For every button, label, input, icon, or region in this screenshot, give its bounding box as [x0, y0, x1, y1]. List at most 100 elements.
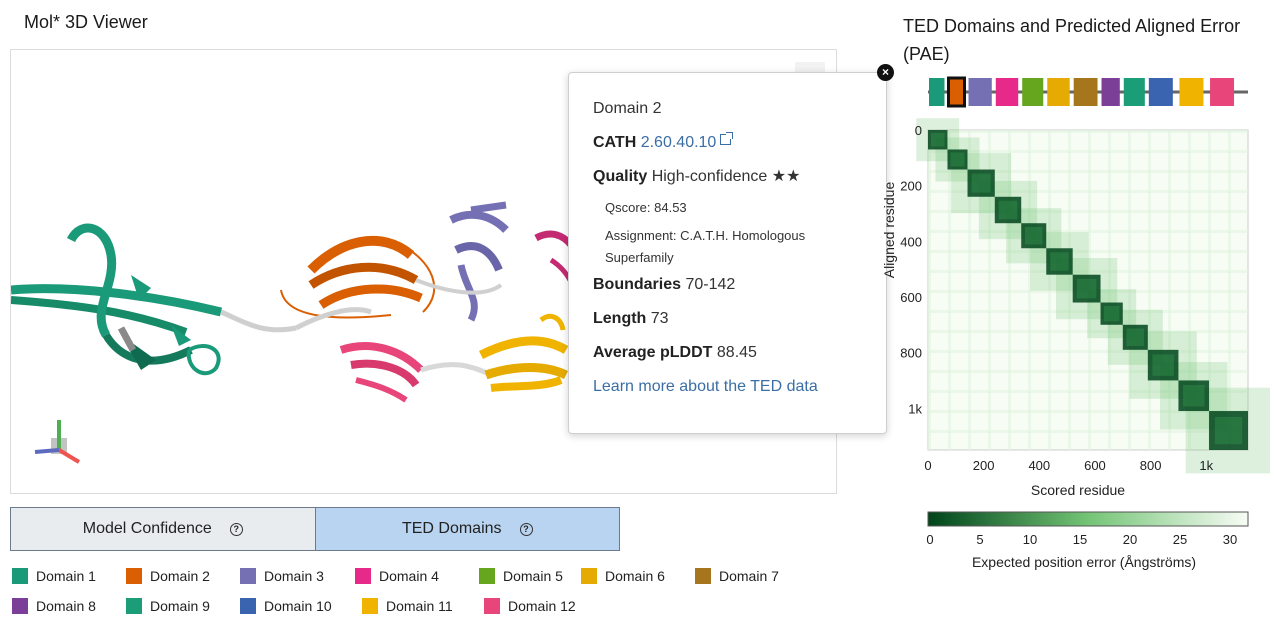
popup-boundaries-row: Boundaries 70-142 — [593, 275, 862, 295]
y-tick-label: 400 — [900, 234, 922, 249]
pae-texture-column — [1108, 130, 1111, 450]
y-tick-label: 600 — [900, 290, 922, 305]
pae-domain-block-inner — [971, 173, 991, 193]
pae-domain-block-inner — [1050, 252, 1069, 271]
legend-label: Domain 9 — [150, 598, 210, 614]
pae-texture-row — [928, 350, 1248, 353]
legend-label: Domain 10 — [264, 598, 332, 614]
legend-label: Domain 5 — [503, 568, 563, 584]
domain-track-segment — [1101, 78, 1120, 106]
legend-item: Domain 11 — [362, 598, 453, 614]
y-tick-label: 0 — [915, 123, 922, 138]
domain-track-segment — [929, 78, 945, 106]
colorbar-tick-label: 15 — [1073, 532, 1087, 547]
pae-texture-column — [1188, 130, 1191, 450]
assignment-text-line1: Assignment: C.A.T.H. Homologous — [605, 228, 806, 243]
legend-item: Domain 9 — [126, 598, 210, 614]
cath-link[interactable]: 2.60.40.10 — [640, 134, 717, 151]
pae-texture-row — [928, 310, 1248, 313]
protein-structure-render[interactable] — [11, 50, 837, 494]
legend-label: Domain 4 — [379, 568, 439, 584]
colorbar-tick-label: 5 — [976, 532, 983, 547]
domain-track-segment — [1022, 78, 1044, 106]
assignment-text-line2: Superfamily — [605, 250, 674, 265]
plddt-label: Average pLDDT — [593, 344, 713, 361]
legend-item: Domain 3 — [240, 568, 324, 584]
tab-ted-domains-label: TED Domains — [401, 520, 502, 537]
colorbar-label: Expected position error (Ångströms) — [972, 554, 1196, 570]
legend-swatch — [240, 568, 256, 584]
legend-item: Domain 2 — [126, 568, 210, 584]
domain-track-segment — [1123, 78, 1145, 106]
x-tick-label: 1k — [1199, 458, 1213, 473]
x-tick-label: 600 — [1084, 458, 1106, 473]
help-icon[interactable]: ? — [229, 522, 243, 536]
legend-item: Domain 10 — [240, 598, 332, 614]
pae-texture-row — [928, 330, 1248, 333]
domain-track-segment — [1210, 78, 1235, 106]
length-label: Length — [593, 310, 647, 327]
pae-domain-block-inner — [1103, 305, 1120, 322]
legend-label: Domain 3 — [264, 568, 324, 584]
legend-swatch — [484, 598, 500, 614]
domain-track-segment — [968, 78, 992, 106]
pae-texture-column — [1148, 130, 1151, 450]
domain-track-segment — [995, 78, 1019, 106]
tab-ted-domains[interactable]: TED Domains ? — [315, 507, 620, 551]
legend-label: Domain 1 — [36, 568, 96, 584]
domain-label: Domain — [593, 100, 649, 117]
pae-domain-block-inner — [1183, 385, 1205, 407]
pae-title: TED Domains and Predicted Aligned Error … — [903, 16, 1241, 64]
legend-item: Domain 7 — [695, 568, 779, 584]
pae-domain-block-inner — [930, 132, 945, 147]
close-icon[interactable]: × — [877, 64, 894, 81]
legend-label: Domain 12 — [508, 598, 576, 614]
legend-swatch — [12, 568, 28, 584]
pae-domain-block-inner — [1076, 278, 1097, 299]
legend-item: Domain 5 — [479, 568, 563, 584]
pae-domain-block-inner — [1126, 328, 1145, 347]
external-link-icon[interactable] — [720, 132, 734, 145]
legend-swatch — [479, 568, 495, 584]
legend-label: Domain 7 — [719, 568, 779, 584]
tab-model-confidence[interactable]: Model Confidence ? — [10, 507, 316, 551]
domain-track-segment — [1179, 78, 1204, 106]
color-mode-tabs: Model Confidence ? TED Domains ? — [10, 507, 620, 551]
colorbar-tick-label: 25 — [1173, 532, 1187, 547]
colorbar-tick-label: 10 — [1023, 532, 1037, 547]
pae-texture-row — [928, 430, 1248, 433]
legend-label: Domain 6 — [605, 568, 665, 584]
colorbar-tick-label: 30 — [1223, 532, 1237, 547]
domain-track-segment — [1047, 78, 1070, 106]
legend-swatch — [12, 598, 28, 614]
axis-orientation-gizmo — [34, 420, 81, 464]
domain-info-popup: Domain 2 CATH 2.60.40.10 Quality High-co… — [568, 72, 887, 434]
popup-domain-row: Domain 2 — [593, 99, 862, 119]
x-tick-label: 0 — [924, 458, 931, 473]
learn-more-link[interactable]: Learn more about the TED data — [593, 378, 818, 395]
domain-track-segment — [1148, 78, 1173, 106]
help-icon[interactable]: ? — [519, 522, 533, 536]
domain-track-segment — [946, 76, 967, 108]
pae-texture-row — [928, 390, 1248, 393]
pae-texture-row — [928, 370, 1248, 373]
x-axis-label: Scored residue — [1031, 482, 1125, 498]
pae-texture-column — [1228, 130, 1231, 450]
popup-length-row: Length 73 — [593, 309, 862, 329]
pae-domain-block-inner — [950, 152, 965, 167]
legend-swatch — [581, 568, 597, 584]
pae-domain-block-inner — [1214, 416, 1243, 445]
domain-3-ribbon — [415, 201, 509, 322]
domain-4-ribbon — [534, 230, 574, 284]
length-value: 73 — [650, 310, 669, 327]
legend-item: Domain 6 — [581, 568, 665, 584]
pae-domain-block-inner — [1152, 354, 1174, 376]
legend-item: Domain 12 — [484, 598, 576, 614]
cath-label: CATH — [593, 134, 637, 151]
x-tick-label: 400 — [1028, 458, 1050, 473]
colorbar-tick-label: 0 — [926, 532, 933, 547]
boundaries-label: Boundaries — [593, 276, 682, 293]
domain-2-ribbon — [280, 235, 436, 331]
legend-item: Domain 8 — [12, 598, 96, 614]
